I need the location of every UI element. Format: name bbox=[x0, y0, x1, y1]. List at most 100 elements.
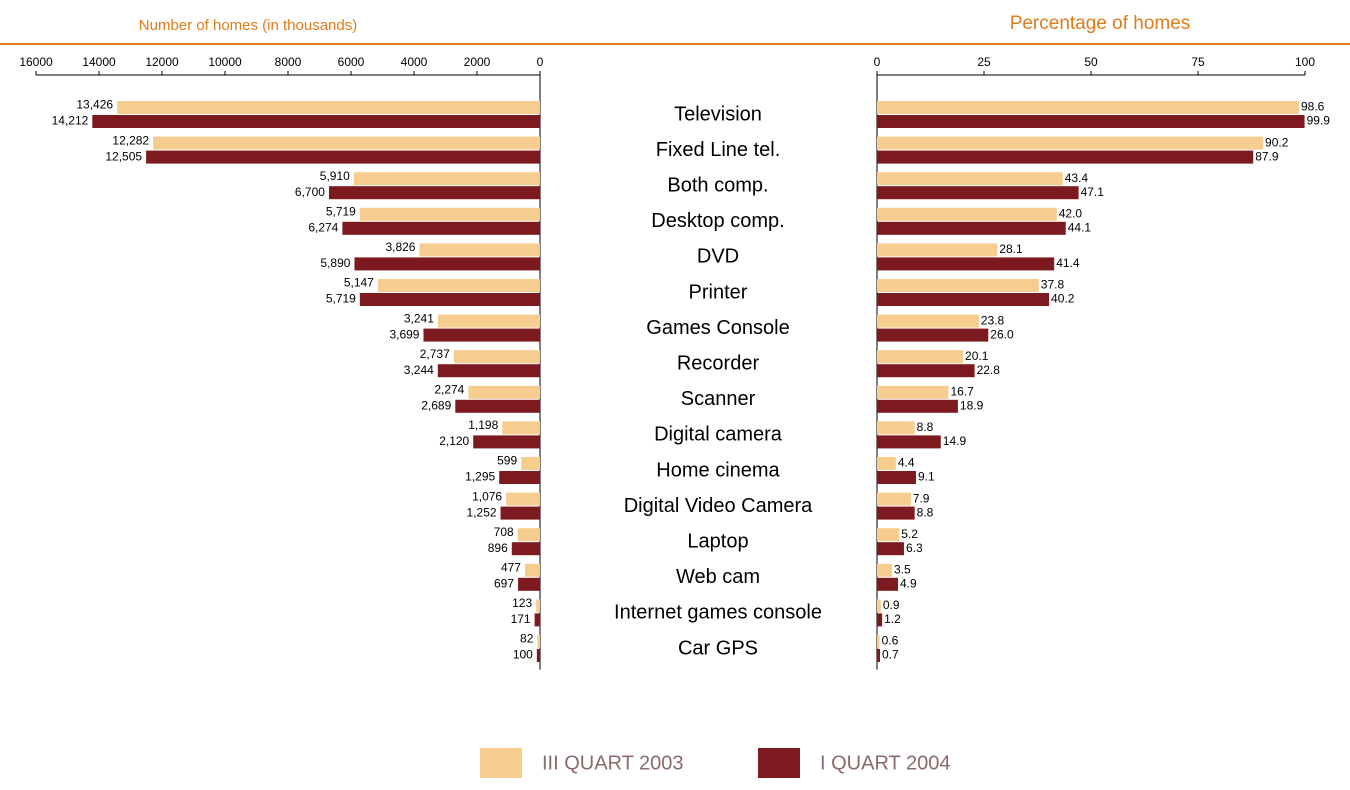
bar bbox=[877, 492, 911, 506]
bar bbox=[455, 399, 540, 413]
bar bbox=[877, 293, 1050, 306]
category-label: Desktop comp. bbox=[651, 210, 784, 232]
left-title: Number of homes (in thousands) bbox=[139, 17, 357, 34]
value-label: 2,120 bbox=[439, 434, 469, 448]
bar bbox=[359, 293, 540, 306]
value-label: 7.9 bbox=[913, 491, 930, 505]
value-label: 1,076 bbox=[472, 489, 502, 503]
bar bbox=[877, 314, 979, 328]
value-label: 5,719 bbox=[326, 204, 356, 218]
value-label: 14,212 bbox=[52, 114, 89, 128]
value-label: 171 bbox=[511, 612, 531, 626]
bar bbox=[499, 471, 540, 484]
bar bbox=[518, 577, 540, 591]
bar bbox=[877, 136, 1264, 150]
x-tick-label: 10000 bbox=[208, 55, 242, 69]
bar bbox=[877, 186, 1079, 200]
bar bbox=[877, 328, 989, 342]
value-label: 599 bbox=[497, 454, 517, 468]
legend-swatch bbox=[480, 748, 522, 778]
category-label: Web cam bbox=[676, 566, 760, 588]
value-label: 1,252 bbox=[467, 505, 497, 519]
value-label: 41.4 bbox=[1056, 256, 1080, 270]
bar bbox=[437, 314, 540, 328]
value-label: 22.8 bbox=[977, 363, 1001, 377]
bar bbox=[877, 364, 975, 378]
value-label: 123 bbox=[512, 596, 532, 610]
value-label: 2,274 bbox=[434, 382, 464, 396]
bar bbox=[877, 577, 898, 591]
value-label: 42.0 bbox=[1059, 206, 1083, 220]
value-label: 6,700 bbox=[295, 185, 325, 199]
value-label: 5.2 bbox=[901, 527, 918, 541]
value-label: 4.4 bbox=[898, 456, 915, 470]
bar bbox=[354, 257, 540, 271]
x-tick-label: 0 bbox=[537, 55, 544, 69]
category-label: Fixed Line tel. bbox=[656, 139, 781, 161]
bar bbox=[877, 649, 880, 662]
bar bbox=[517, 528, 540, 542]
bar bbox=[877, 528, 900, 542]
legend-label: III QUART 2003 bbox=[542, 752, 684, 774]
value-label: 0.9 bbox=[883, 598, 900, 612]
bar bbox=[117, 101, 541, 114]
value-label: 90.2 bbox=[1265, 135, 1289, 149]
bar bbox=[877, 542, 904, 556]
bar bbox=[377, 279, 540, 292]
value-label: 9.1 bbox=[918, 470, 935, 484]
bar bbox=[353, 172, 540, 186]
category-label: Home cinema bbox=[656, 459, 780, 481]
value-label: 1,295 bbox=[465, 470, 495, 484]
value-label: 0.7 bbox=[882, 648, 899, 662]
category-label: Digital Video Camera bbox=[624, 495, 813, 517]
x-tick-label: 0 bbox=[874, 55, 881, 69]
bar bbox=[521, 457, 540, 470]
bar bbox=[877, 115, 1305, 128]
x-tick-label: 75 bbox=[1191, 55, 1205, 69]
bar bbox=[877, 435, 941, 449]
bar bbox=[537, 635, 540, 648]
category-label: Games Console bbox=[646, 317, 789, 339]
value-label: 14.9 bbox=[943, 434, 967, 448]
category-label: Digital camera bbox=[654, 424, 783, 446]
bar bbox=[877, 385, 949, 399]
bar bbox=[468, 385, 540, 399]
bar bbox=[877, 635, 880, 648]
bar bbox=[423, 328, 540, 342]
x-tick-label: 4000 bbox=[401, 55, 428, 69]
bar bbox=[877, 599, 881, 613]
value-label: 23.8 bbox=[981, 313, 1005, 327]
x-tick-label: 2000 bbox=[464, 55, 491, 69]
value-label: 6,274 bbox=[308, 220, 338, 234]
category-label: Car GPS bbox=[678, 637, 758, 659]
bar bbox=[877, 243, 998, 257]
value-label: 47.1 bbox=[1081, 185, 1105, 199]
value-label: 99.9 bbox=[1307, 114, 1331, 128]
x-tick-label: 6000 bbox=[338, 55, 365, 69]
value-label: 896 bbox=[488, 541, 508, 555]
value-label: 3.5 bbox=[894, 562, 911, 576]
value-label: 1,198 bbox=[468, 418, 498, 432]
value-label: 708 bbox=[494, 525, 514, 539]
bar bbox=[506, 492, 540, 506]
value-label: 3,826 bbox=[385, 240, 415, 254]
value-label: 0.6 bbox=[882, 634, 899, 648]
bar bbox=[437, 364, 540, 378]
bar bbox=[534, 613, 540, 627]
bar bbox=[419, 243, 540, 257]
value-label: 40.2 bbox=[1051, 292, 1075, 306]
value-label: 1.2 bbox=[884, 612, 901, 626]
x-tick-label: 8000 bbox=[275, 55, 302, 69]
category-label: Laptop bbox=[687, 530, 748, 552]
bar bbox=[877, 471, 916, 484]
category-label: Printer bbox=[689, 281, 748, 303]
bar bbox=[536, 649, 540, 662]
bar bbox=[342, 221, 540, 235]
category-label: Internet games console bbox=[614, 602, 822, 624]
value-label: 20.1 bbox=[965, 349, 989, 363]
value-label: 2,689 bbox=[421, 398, 451, 412]
bar bbox=[877, 421, 915, 435]
value-label: 18.9 bbox=[960, 398, 984, 412]
bar bbox=[877, 399, 958, 413]
